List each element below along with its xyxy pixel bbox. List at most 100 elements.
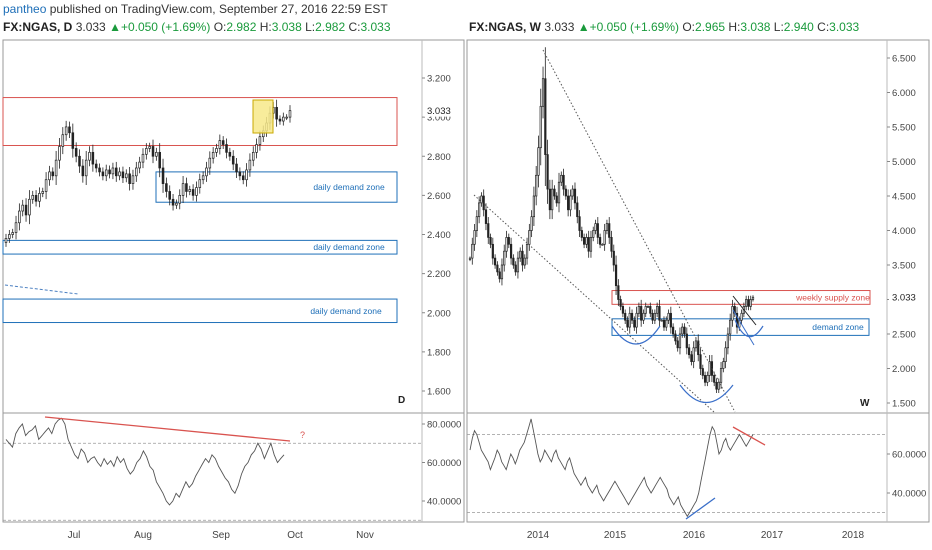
- left-candle: [98, 167, 101, 173]
- left-candle: [248, 159, 252, 171]
- right-candle: [658, 306, 661, 321]
- right-candle: [665, 319, 668, 328]
- right-candle: [473, 230, 476, 245]
- right-candle: [669, 312, 672, 328]
- right-candle: [587, 237, 590, 252]
- highlight-box: [252, 99, 274, 134]
- right-candle: [713, 375, 716, 383]
- left-candle: [91, 151, 95, 165]
- right-candle: [519, 250, 522, 259]
- right-candle: [580, 230, 583, 238]
- right-osc-line: [469, 418, 754, 518]
- left-candle: [185, 183, 188, 192]
- left-candle: [165, 183, 168, 192]
- left-candle: [114, 167, 118, 177]
- left-demand-zone: [155, 171, 398, 203]
- left-candle: [111, 167, 115, 175]
- left-candle: [241, 175, 245, 181]
- right-candle: [535, 174, 538, 197]
- 1-tick-label: 80.0000: [427, 420, 461, 431]
- author-link[interactable]: pantheo: [3, 2, 47, 16]
- right-candle: [724, 347, 727, 362]
- right-panel-frame: [466, 39, 930, 523]
- left-candle: [208, 157, 212, 169]
- right-candle: [685, 333, 688, 349]
- left-candle: [221, 140, 225, 145]
- left-candle: [161, 167, 165, 184]
- right-candle: [539, 105, 542, 149]
- right-candle: [489, 237, 492, 245]
- right-dotted-trendline-1: [542, 49, 736, 413]
- publish-info: published on TradingView.com, September …: [49, 2, 388, 16]
- right-candle: [553, 188, 556, 197]
- 0-tick-label: 2.800: [427, 152, 451, 163]
- left-candle: [198, 179, 202, 188]
- right-candle: [745, 299, 748, 307]
- right-candle: [585, 237, 588, 245]
- right-candle: [692, 347, 695, 362]
- left-candle: [282, 116, 285, 122]
- left-candle: [131, 175, 135, 184]
- right-candle: [633, 319, 636, 328]
- left-zones: daily demand zone daily demand zone daily …: [2, 97, 398, 324]
- left-price-axis: 3.200 3.000 2.800 2.600 2.400 2.200 2.000 1.800…: [422, 74, 460, 398]
- right-candle: [642, 312, 645, 321]
- left-candle: [155, 151, 158, 157]
- left-x-tick-label: Nov: [356, 530, 374, 541]
- right-candle: [715, 381, 718, 390]
- left-candle: [24, 204, 28, 216]
- left-candle: [188, 189, 192, 192]
- right-candle: [516, 257, 520, 273]
- left-osc-line: [5, 417, 285, 506]
- right-candle: [687, 347, 691, 356]
- right-candle: [583, 237, 586, 245]
- right-candle: [532, 195, 536, 218]
- 0-tick-label: 2.600: [427, 191, 451, 202]
- left-x-tick-label: Oct: [287, 530, 303, 541]
- 3-tick-label: 40.0000: [892, 489, 926, 500]
- right-candle: [740, 312, 743, 321]
- right-supply-zone: [611, 290, 871, 305]
- right-osc-divergence-line: [732, 426, 766, 446]
- left-candle: [41, 191, 45, 194]
- right-candle: [617, 285, 620, 300]
- left-x-tick-label: Sep: [212, 530, 230, 541]
- 2-tick-label: 4.000: [892, 226, 916, 237]
- right-osc-support-line: [685, 497, 716, 520]
- left-oscillator: 80.0000 60.0000 40.0000: [3, 417, 461, 521]
- left-candle: [215, 148, 218, 153]
- right-high: 3.038: [740, 20, 771, 34]
- left-candle: [84, 159, 88, 177]
- left-candle: [14, 222, 18, 233]
- right-candle: [475, 216, 478, 231]
- left-candle: [285, 116, 288, 119]
- right-open: 2.965: [695, 20, 726, 34]
- right-candle: [697, 340, 700, 356]
- right-low: 2.940: [783, 20, 814, 34]
- right-symbol-line: FX:NGAS, W 3.033 ▲+0.050 (+1.69%) O:2.96…: [469, 20, 860, 34]
- left-x-tick-label: Jul: [68, 530, 81, 541]
- right-candle: [722, 361, 725, 369]
- right-candle: [621, 306, 625, 314]
- left-candle: [231, 155, 235, 165]
- left-candle: [245, 169, 248, 181]
- right-candle: [576, 202, 579, 218]
- left-candle: [8, 234, 11, 239]
- right-candle: [521, 250, 524, 266]
- right-x-tick-label: 2016: [683, 530, 706, 541]
- right-candle: [651, 312, 654, 321]
- right-candle: [703, 375, 707, 383]
- right-candle: [480, 195, 483, 204]
- right-candle: [690, 354, 693, 362]
- right-candle: [749, 299, 752, 307]
- left-candle: [118, 171, 121, 177]
- right-candle: [719, 368, 723, 383]
- left-candle: [88, 151, 91, 161]
- right-candle: [708, 361, 711, 376]
- 0-tick-label: 2.200: [427, 269, 451, 280]
- left-candle: [171, 198, 175, 206]
- left-candle: [211, 151, 215, 159]
- right-candle: [694, 340, 698, 349]
- left-candle: [68, 126, 71, 134]
